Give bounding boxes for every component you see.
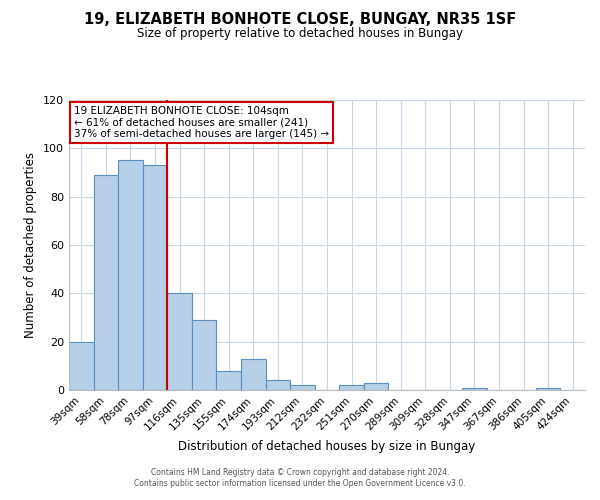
Text: Size of property relative to detached houses in Bungay: Size of property relative to detached ho… — [137, 28, 463, 40]
Bar — [118, 160, 143, 390]
Bar — [94, 175, 118, 390]
Bar — [241, 358, 266, 390]
X-axis label: Distribution of detached houses by size in Bungay: Distribution of detached houses by size … — [178, 440, 476, 453]
Text: 19 ELIZABETH BONHOTE CLOSE: 104sqm
← 61% of detached houses are smaller (241)
37: 19 ELIZABETH BONHOTE CLOSE: 104sqm ← 61%… — [74, 106, 329, 139]
Text: 19, ELIZABETH BONHOTE CLOSE, BUNGAY, NR35 1SF: 19, ELIZABETH BONHOTE CLOSE, BUNGAY, NR3… — [84, 12, 516, 28]
Text: Contains HM Land Registry data © Crown copyright and database right 2024.
Contai: Contains HM Land Registry data © Crown c… — [134, 468, 466, 487]
Bar — [290, 385, 315, 390]
Bar — [462, 388, 487, 390]
Bar — [143, 166, 167, 390]
Bar — [69, 342, 94, 390]
Bar — [167, 294, 192, 390]
Y-axis label: Number of detached properties: Number of detached properties — [25, 152, 37, 338]
Bar — [192, 320, 217, 390]
Bar — [364, 383, 388, 390]
Bar — [339, 385, 364, 390]
Bar — [217, 370, 241, 390]
Bar — [536, 388, 560, 390]
Bar — [266, 380, 290, 390]
